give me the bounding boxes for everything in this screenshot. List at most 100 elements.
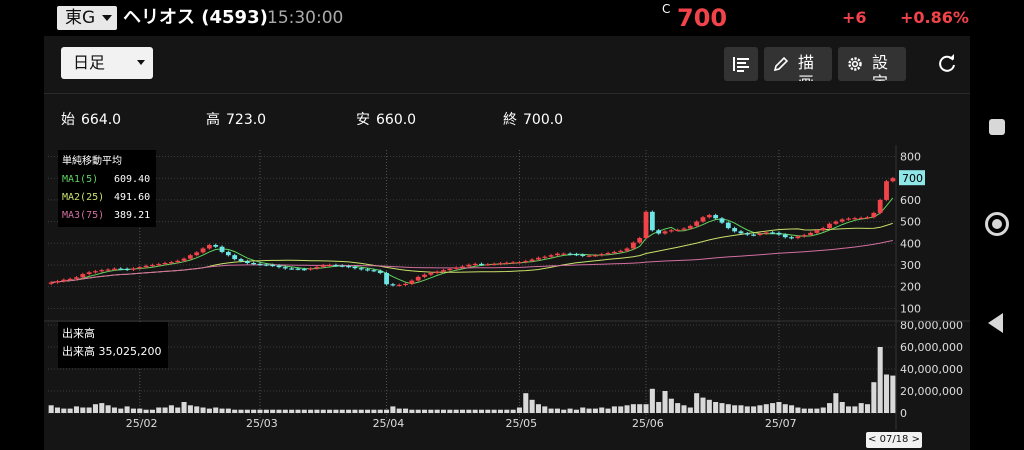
time-tick-label: 25/07 bbox=[765, 417, 797, 430]
candle-body bbox=[472, 263, 478, 266]
volume-bar bbox=[770, 403, 776, 413]
candle-body bbox=[295, 268, 301, 270]
candle-body bbox=[415, 276, 421, 281]
candle-body bbox=[630, 242, 636, 249]
candle-body bbox=[871, 212, 877, 218]
candle-body bbox=[289, 268, 295, 270]
volume-bar bbox=[586, 408, 592, 413]
volume-tick-label: 40,000,000 bbox=[900, 363, 963, 376]
legend-ma3-label: MA3(75) bbox=[62, 210, 105, 221]
volume-bar bbox=[529, 399, 535, 413]
candle-body bbox=[428, 272, 434, 275]
volume-bar bbox=[168, 405, 174, 413]
candle-body bbox=[808, 232, 813, 236]
candle-body bbox=[365, 269, 370, 271]
volume-bar bbox=[681, 405, 687, 413]
candle-body bbox=[434, 271, 440, 273]
volume-tick-label: 60,000,000 bbox=[900, 341, 963, 354]
candle-body bbox=[586, 255, 592, 257]
volume-bar bbox=[757, 405, 763, 413]
candle-body bbox=[738, 231, 744, 234]
volume-bar bbox=[725, 404, 731, 413]
volume-bar bbox=[782, 404, 788, 413]
legend-ma2-value: 491.60 bbox=[114, 192, 151, 203]
period-select[interactable]: 日足 bbox=[61, 47, 153, 79]
candle-body bbox=[86, 272, 92, 275]
back-icon[interactable] bbox=[988, 313, 1003, 333]
volume-bar bbox=[181, 402, 187, 413]
candle-body bbox=[409, 280, 415, 284]
candle-body bbox=[61, 279, 67, 282]
volume-bar bbox=[839, 402, 845, 413]
candle-body bbox=[181, 258, 187, 261]
moving-average-legend: 単純移動平均 MA1(5) 609.40 MA2(25) 491.60 MA3(… bbox=[58, 150, 156, 227]
candle-body bbox=[80, 274, 86, 278]
volume-bar bbox=[422, 409, 428, 413]
volume-bar bbox=[67, 408, 73, 413]
price-tick-label: 300 bbox=[900, 259, 921, 272]
volume-bar bbox=[738, 405, 744, 413]
home-icon[interactable] bbox=[985, 212, 1009, 236]
volume-bar bbox=[346, 409, 352, 413]
indicator-list-button[interactable] bbox=[724, 47, 758, 81]
volume-legend-label: 出来高 bbox=[62, 345, 95, 358]
market-select[interactable]: 東G bbox=[57, 6, 117, 30]
candle-body bbox=[789, 237, 794, 239]
candle-body bbox=[276, 265, 282, 268]
volume-bar bbox=[54, 407, 61, 413]
draw-button[interactable]: 描画 bbox=[764, 47, 832, 81]
volume-bar bbox=[491, 409, 497, 413]
volume-bar bbox=[339, 409, 345, 413]
candle-body bbox=[662, 231, 668, 234]
candle-body bbox=[308, 268, 314, 270]
high-price-label: 高 bbox=[206, 112, 220, 128]
candlestick-chart[interactable]: 100 200 300 400 500 600 700 800 0 20,000,000 40,00… bbox=[44, 145, 970, 450]
volume-bar bbox=[675, 403, 681, 413]
price-change-percent: +0.86% bbox=[900, 8, 969, 27]
candle-body bbox=[757, 233, 763, 236]
volume-bar bbox=[643, 404, 649, 413]
candle-body bbox=[580, 254, 586, 256]
settings-button[interactable]: 設定 bbox=[838, 47, 906, 81]
volume-bar bbox=[776, 402, 782, 413]
volume-bar bbox=[187, 405, 193, 413]
draw-button-label: 描画 bbox=[798, 53, 821, 81]
gear-icon bbox=[848, 57, 862, 71]
volume-bar bbox=[447, 409, 453, 413]
recent-apps-icon[interactable] bbox=[989, 119, 1005, 135]
volume-bar bbox=[105, 405, 111, 413]
volume-bar bbox=[194, 406, 200, 413]
date-cursor-badge[interactable]: < 07/18 > bbox=[866, 432, 922, 448]
volume-bar bbox=[827, 403, 833, 413]
legend-ma1-value: 609.40 bbox=[114, 174, 151, 185]
candle-body bbox=[244, 261, 250, 263]
time-tick-label: 25/02 bbox=[126, 417, 158, 430]
volume-bar bbox=[662, 391, 668, 413]
open-price-label: 始 bbox=[61, 112, 75, 128]
candle-body bbox=[384, 272, 389, 285]
chart-toolbar: 日足 描画 設定 bbox=[44, 36, 970, 94]
ma1-line bbox=[51, 197, 894, 285]
legend-ma1: MA1(5) 609.40 bbox=[62, 171, 156, 189]
candle-body bbox=[877, 199, 883, 213]
candle-body bbox=[150, 264, 155, 267]
volume-bar bbox=[352, 409, 358, 413]
quote-header: 東G ヘリオス (4593) 15:30:00 C 700 +6 +0.86% bbox=[44, 0, 970, 36]
volume-bar bbox=[213, 407, 219, 413]
volume-bar bbox=[434, 409, 440, 413]
candle-body bbox=[833, 221, 839, 224]
volume-bar bbox=[143, 409, 149, 413]
candle-body bbox=[118, 268, 124, 270]
candle-body bbox=[681, 228, 687, 230]
candle-body bbox=[175, 260, 181, 263]
volume-bar bbox=[630, 404, 636, 413]
volume-bar bbox=[795, 407, 801, 413]
volume-bar bbox=[858, 403, 864, 413]
volume-bar bbox=[637, 404, 643, 413]
refresh-icon[interactable] bbox=[936, 53, 958, 75]
volume-tick-label: 80,000,000 bbox=[900, 319, 963, 332]
volume-bar bbox=[453, 409, 459, 413]
candle-body bbox=[599, 254, 605, 256]
legend-ma3-value: 389.21 bbox=[114, 210, 151, 221]
ma3-line bbox=[51, 240, 893, 283]
